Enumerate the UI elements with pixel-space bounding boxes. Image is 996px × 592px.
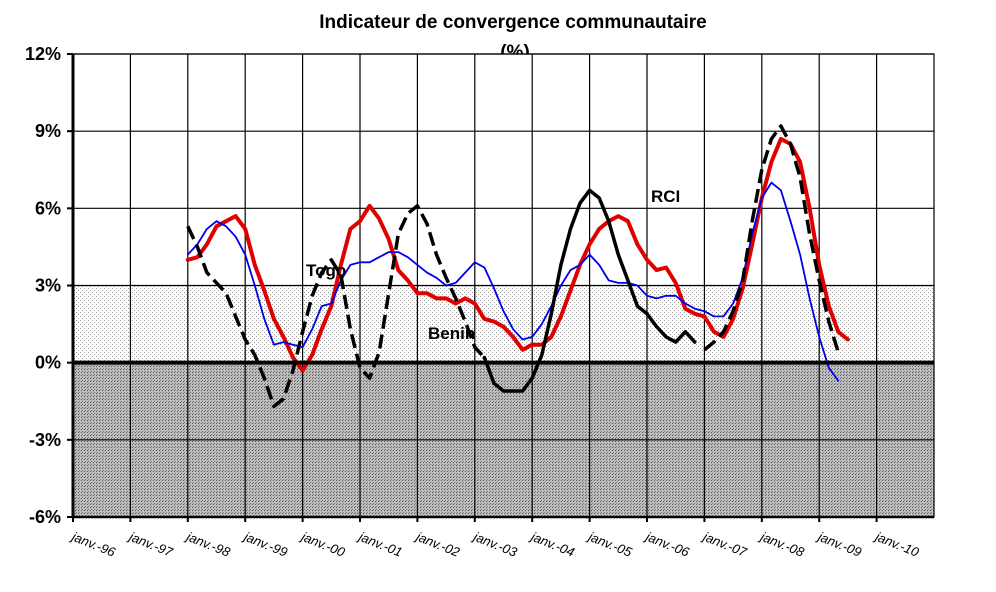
x-tick-label: janv.-09	[814, 528, 863, 560]
y-tick-label: -3%	[29, 430, 61, 450]
x-tick-labels: janv.-96 janv.-97 janv.-98 janv.-99 janv.-00…	[68, 528, 922, 560]
x-tick-label: janv.-00	[298, 528, 348, 560]
series-annotation-benin: Benin	[428, 324, 475, 343]
series-line-4	[482, 188, 697, 393]
x-tick-label: janv.-98	[183, 528, 233, 560]
x-tick-label: janv.-04	[527, 528, 576, 560]
shaded-band	[73, 285, 934, 363]
x-tick-label: janv.-06	[642, 528, 692, 560]
series-annotation-rci: RCI	[651, 187, 680, 206]
y-tick-label: 12%	[25, 44, 61, 64]
y-tick-label: 6%	[35, 198, 61, 218]
x-tick-label: janv.-05	[585, 528, 635, 560]
y-tick-labels: 12% 9% 6% 3% 0% -3% -6%	[25, 44, 61, 527]
series-line-2	[186, 181, 840, 382]
annotations: Togo Benin RCI	[306, 187, 680, 343]
x-tick-label: janv.-07	[699, 528, 749, 560]
y-tick-label: 9%	[35, 121, 61, 141]
series-line-3	[186, 204, 486, 409]
series-annotation-togo: Togo	[306, 261, 346, 280]
series-line-5	[703, 124, 840, 353]
y-tick-label: 0%	[35, 353, 61, 373]
series-lines	[185, 124, 850, 409]
x-tick-label: janv.-10	[872, 528, 922, 560]
axes	[67, 53, 935, 522]
y-tick-label: -6%	[29, 507, 61, 527]
x-tick-label: janv.-01	[355, 528, 404, 560]
x-tick-label: janv.-03	[470, 528, 520, 560]
x-tick-label: janv.-97	[125, 528, 175, 560]
chart-title: Indicateur de convergence communautaire	[319, 12, 707, 33]
x-tick-label: janv.-96	[68, 528, 118, 560]
y-tick-label: 3%	[35, 276, 61, 296]
x-tick-label: janv.-08	[757, 528, 807, 560]
x-tick-label: janv.-99	[240, 528, 289, 560]
x-tick-label: janv.-02	[412, 528, 462, 560]
